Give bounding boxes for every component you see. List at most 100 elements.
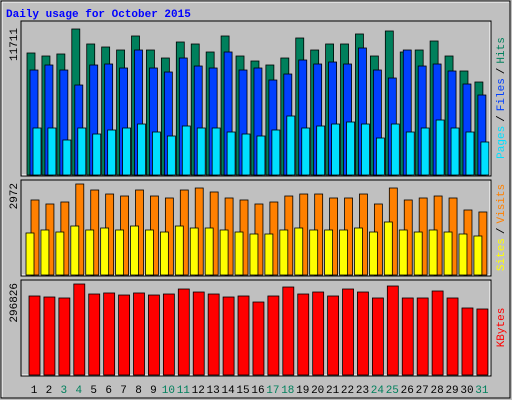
bar — [416, 297, 429, 376]
bar — [386, 285, 399, 376]
bar — [249, 233, 259, 276]
bar — [286, 115, 296, 176]
x-tick-label: 23 — [356, 385, 369, 397]
bar — [159, 231, 169, 276]
bar — [361, 123, 370, 176]
bar — [383, 221, 393, 276]
legend-separator: / — [496, 227, 508, 234]
bar — [219, 229, 229, 276]
bar — [435, 119, 445, 176]
bar — [192, 291, 205, 376]
bar — [368, 231, 378, 276]
bar — [324, 229, 334, 276]
bar — [196, 127, 206, 176]
x-tick-label: 6 — [105, 385, 112, 397]
bar — [473, 235, 483, 276]
bar — [58, 297, 71, 376]
bar — [413, 231, 423, 276]
bar — [450, 127, 460, 176]
legend-entry: Visits — [496, 184, 508, 224]
bar — [256, 135, 266, 176]
bar — [316, 125, 326, 176]
bar — [279, 229, 289, 276]
bar — [446, 297, 459, 376]
bar — [226, 131, 236, 176]
bar — [458, 233, 468, 276]
bar — [252, 301, 265, 376]
bar — [342, 288, 354, 376]
x-tick-label: 13 — [207, 385, 220, 397]
bar — [73, 283, 86, 376]
legend-separator: / — [496, 68, 508, 75]
x-tick-label: 26 — [401, 385, 414, 397]
x-tick-label: 22 — [341, 385, 354, 397]
x-tick-label: 14 — [221, 385, 235, 397]
bar — [428, 229, 438, 276]
bar — [28, 295, 41, 376]
chart-title: Daily usage for October 2015 — [6, 9, 191, 21]
x-tick-label: 2 — [46, 385, 53, 397]
x-tick-label: 25 — [386, 385, 399, 397]
bar — [354, 227, 363, 276]
bar — [107, 129, 117, 176]
bar — [443, 231, 453, 276]
x-tick-label: 7 — [120, 385, 127, 397]
bar — [145, 229, 154, 276]
legend-entry: Pages — [496, 126, 508, 159]
x-tick-label: 5 — [90, 385, 97, 397]
bar — [327, 295, 340, 376]
x-tick-label: 1 — [31, 385, 38, 397]
bar — [431, 290, 444, 376]
x-tick-label: 24 — [371, 385, 385, 397]
y-tick-label: 11711 — [9, 28, 21, 61]
bar — [137, 123, 146, 176]
bar — [25, 232, 35, 276]
bar — [420, 127, 430, 176]
x-tick-label: 15 — [236, 385, 249, 397]
x-tick-label: 21 — [326, 385, 340, 397]
bar — [234, 231, 244, 276]
x-tick-label: 10 — [162, 385, 175, 397]
bar — [189, 227, 199, 276]
bar — [177, 288, 190, 376]
legend-entry: KBytes — [496, 308, 508, 348]
bar — [166, 135, 176, 176]
bar — [62, 139, 72, 176]
legend-separator: / — [496, 115, 508, 122]
bar — [241, 133, 251, 176]
legend-entry: Sites — [496, 238, 508, 271]
bar — [312, 291, 325, 376]
x-tick-label: 29 — [445, 385, 458, 397]
x-tick-label: 17 — [266, 385, 279, 397]
bar — [152, 131, 161, 176]
bar — [47, 127, 57, 176]
legend: KBytes — [496, 308, 508, 348]
bar — [162, 293, 175, 376]
x-tick-label: 20 — [311, 385, 324, 397]
bar — [297, 293, 310, 376]
bar — [371, 297, 384, 376]
bar — [77, 127, 87, 176]
bar — [118, 294, 130, 376]
bar — [346, 121, 355, 176]
bar — [204, 227, 214, 276]
bar — [294, 227, 304, 276]
bar — [405, 131, 415, 176]
bar — [130, 225, 139, 276]
x-tick-label: 31 — [475, 385, 489, 397]
x-tick-label: 4 — [75, 385, 82, 397]
bar — [148, 294, 160, 376]
bar — [309, 229, 319, 276]
bar — [70, 225, 80, 276]
bar — [271, 129, 281, 176]
bar — [100, 227, 110, 276]
x-tick-label: 27 — [416, 385, 429, 397]
bar — [237, 295, 250, 376]
bar — [222, 296, 235, 376]
bar — [40, 229, 50, 276]
bar — [103, 292, 116, 376]
x-tick-label: 8 — [135, 385, 142, 397]
bar — [401, 297, 414, 376]
